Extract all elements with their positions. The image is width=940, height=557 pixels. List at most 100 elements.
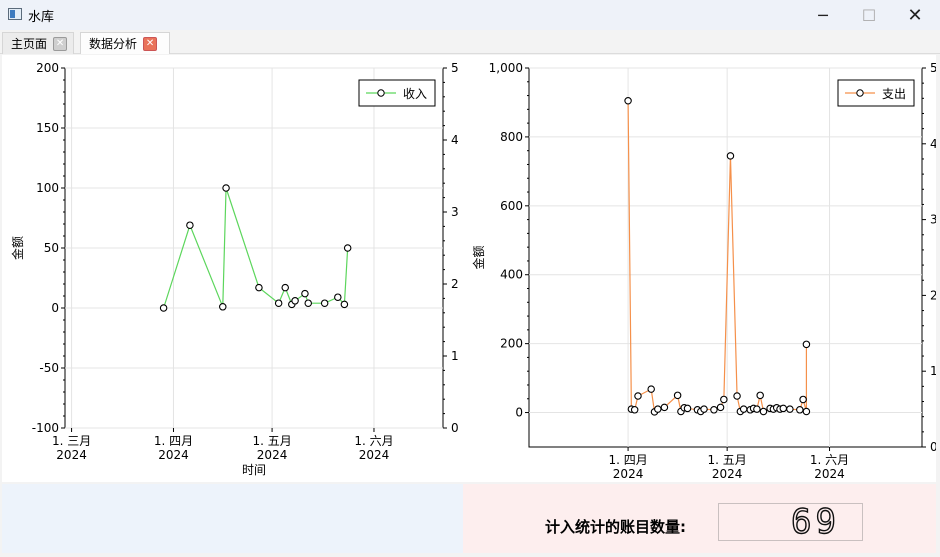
expense-data-point [660,403,669,412]
close-button[interactable]: ✕ [907,4,923,26]
income-data-point [255,283,263,292]
expense-y2-tick-label: 4 [930,137,936,151]
expense-y-tick-label: 200 [500,337,523,351]
tab-label: 数据分析 [89,37,138,51]
income-x-tick-month: 1. 四月 [154,434,193,448]
expense-y2-tick-label: 5 [930,61,936,75]
expense-y2-tick-label: 2 [930,288,936,302]
record-count-display: 69 [718,503,863,541]
expense-data-point [624,96,632,105]
record-count-value: 69 [790,502,840,542]
income-data-point [291,297,299,305]
income-data-point [340,300,349,309]
tab-label: 主页面 [11,37,48,51]
expense-data-point [796,406,804,414]
expense-data-point [634,392,642,400]
minimize-button[interactable]: ─ [818,5,828,25]
expense-y2-tick-label: 3 [930,213,936,227]
income-legend-label: 收入 [403,87,427,101]
expense-x-tick-month: 1. 六月 [810,453,849,467]
title-bar: 水库 ─ ☐ ✕ [0,0,940,30]
expense-data-point [647,385,655,393]
income-legend-marker [377,89,385,97]
income-x-tick-year: 2024 [158,448,189,462]
charts-area: 200 150 100 50 0 -50 -100 5 4 3 2 1 0 1. 三月 2024 1. 四月 2… [2,55,936,482]
expense-y-tick-label: 800 [500,130,523,144]
expense-y-tick-label: 0 [515,406,523,420]
income-x-tick-year: 2024 [257,448,288,462]
expense-data-point [759,407,768,416]
expense-plot-frame [528,67,923,448]
expense-y2-tick-label: 1 [930,364,936,378]
income-data-point [301,289,309,298]
record-count-label: 计入统计的账目数量: [545,518,686,536]
expense-data-point [799,395,807,404]
tab-data-analysis[interactable]: 数据分析 ✕ [80,32,170,54]
income-data-point [334,293,342,301]
expense-data-point [786,405,794,413]
tab-main-page[interactable]: 主页面 ✕ [2,32,74,54]
expense-data-point [779,404,788,413]
window-title: 水库 [28,10,55,25]
income-y-tick-label: 100 [36,181,59,195]
income-y2-tick-label: 1 [451,349,459,363]
expense-y-axis-label: 金额 [471,245,486,269]
income-data-point [274,299,283,307]
income-y-tick-label: 150 [36,121,59,135]
bottom-left-panel [2,484,463,553]
expense-y-tick-label: 600 [500,199,523,213]
app-icon [8,8,22,20]
expense-legend-label: 支出 [882,87,906,101]
income-data-point [222,184,230,192]
income-data-point [343,244,352,252]
income-x-tick-month: 1. 五月 [252,434,291,448]
tab-close-icon[interactable]: ✕ [143,36,158,51]
expense-data-point [700,405,708,413]
expense-y2-tick-label: 0 [930,440,936,454]
income-y-tick-label: 200 [36,61,59,75]
tab-close-icon[interactable]: ✕ [53,36,68,51]
income-y2-tick-label: 5 [451,61,459,75]
expense-data-point [756,391,764,400]
tab-bar: 主页面 ✕ 数据分析 ✕ [0,30,940,54]
expense-x-tick-month: 1. 四月 [608,453,647,467]
income-y-tick-label: -100 [32,421,59,435]
income-x-axis-label: 时间 [242,463,266,477]
expense-data-point [753,405,761,413]
income-y2-tick-label: 2 [451,277,459,291]
income-x-tick-month: 1. 三月 [52,434,91,448]
income-y-tick-label: -50 [39,361,59,375]
income-data-point [159,304,168,312]
expense-data-point [726,152,735,160]
income-x-tick-year: 2024 [359,448,390,462]
expense-data-point [720,395,728,404]
expense-data-point [733,392,741,400]
income-y2-tick-label: 3 [451,205,459,219]
income-data-point [219,303,227,311]
expense-data-point [673,391,682,400]
income-y-tick-label: 0 [51,301,59,315]
income-data-point [186,221,194,229]
expense-data-point [710,406,718,414]
expense-x-tick-month: 1. 五月 [708,453,747,467]
income-y-tick-label: 50 [44,241,59,255]
expense-data-point [802,340,811,349]
expense-data-point [630,406,639,414]
income-y2-tick-label: 4 [451,133,459,147]
expense-legend-marker [856,89,864,97]
expense-data-point [716,403,725,412]
income-data-point [304,299,312,307]
expense-y-tick-label: 400 [500,268,523,282]
income-x-tick-month: 1. 六月 [354,434,393,448]
expense-data-point [739,405,748,413]
maximize-button[interactable]: ☐ [861,5,877,25]
expense-data-point [802,407,811,416]
expense-x-tick-year: 2024 [613,467,644,481]
expense-data-point [654,405,662,413]
income-data-point [320,299,329,307]
expense-x-tick-year: 2024 [814,467,845,481]
income-x-tick-year: 2024 [56,448,87,462]
expense-x-tick-year: 2024 [712,467,743,481]
